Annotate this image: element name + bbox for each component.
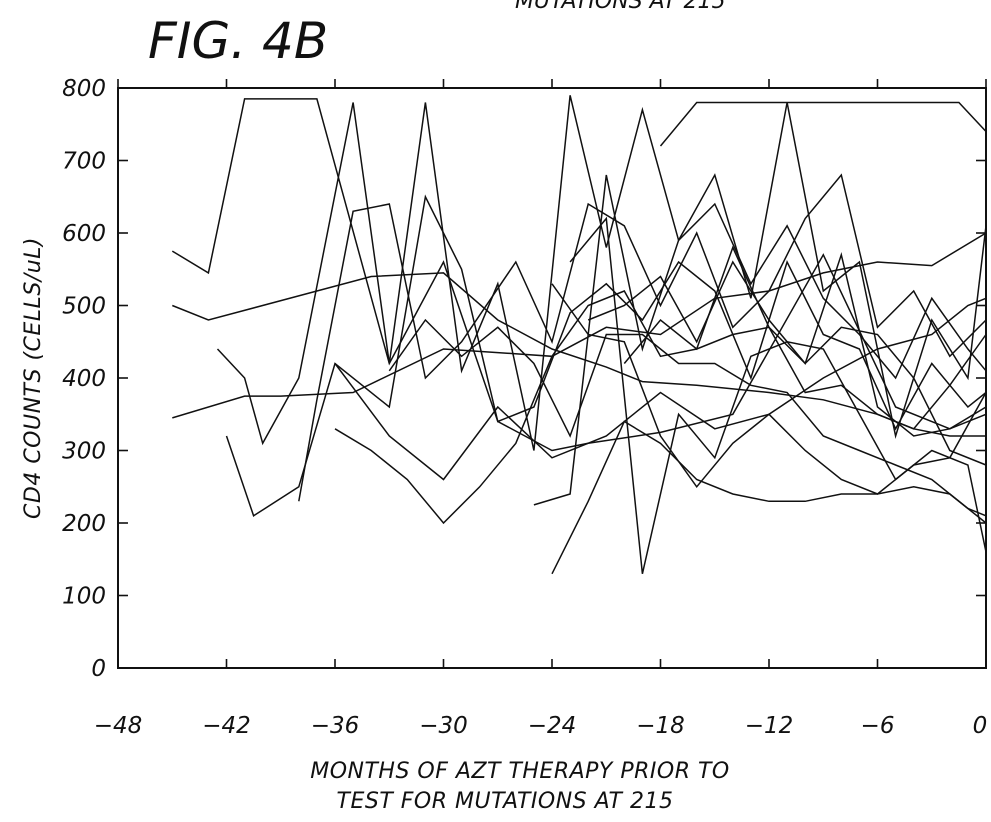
y-tick-label: 700 <box>62 149 106 175</box>
series-line-8 <box>334 290 987 525</box>
x-tick-label: 0 <box>973 713 988 739</box>
series-line-4 <box>216 95 987 451</box>
header-fragment: MUTATIONS AT 215 <box>515 0 725 14</box>
series-line-1 <box>171 98 987 452</box>
x-axis-label-line-1: MONTHS OF AZT THERAPY PRIOR TO <box>310 759 730 784</box>
x-tick-label: −48 <box>94 713 143 739</box>
series-line-7 <box>334 297 987 481</box>
y-axis-label: CD4 COUNTS (CELLS/uL) <box>21 237 46 519</box>
x-tick-label: −12 <box>745 713 794 739</box>
figure-title: FIG. 4B <box>148 12 328 70</box>
series-line-15 <box>623 245 987 430</box>
x-tick-label: −30 <box>419 713 468 739</box>
series-line-11 <box>533 174 987 506</box>
x-tick-label: −24 <box>528 713 577 739</box>
series-line-14 <box>587 252 987 437</box>
x-tick-label: −36 <box>311 713 360 739</box>
series-line-16 <box>659 101 987 147</box>
y-tick-label: 200 <box>62 511 106 537</box>
series-line-10 <box>551 420 987 575</box>
x-axis-ticks: −48 −42 −36 −30 −24 −18 −12 −6 0 <box>94 79 988 739</box>
series-line-6 <box>298 173 987 502</box>
y-tick-label: 600 <box>62 221 106 247</box>
y-tick-label: 800 <box>62 76 106 102</box>
y-tick-label: 500 <box>62 294 106 320</box>
plot-frame <box>117 87 987 669</box>
y-axis-ticks: 0 100 200 300 400 500 600 700 800 <box>62 76 986 682</box>
series-line-9 <box>388 318 987 517</box>
x-axis-label-line-2: TEST FOR MUTATIONS AT 215 <box>337 789 674 814</box>
y-tick-label: 300 <box>62 439 106 465</box>
x-tick-label: −18 <box>636 713 685 739</box>
y-tick-label: 0 <box>91 656 106 682</box>
x-tick-label: −6 <box>861 713 895 739</box>
series-line-3 <box>172 232 987 419</box>
series-line-5 <box>225 194 987 517</box>
x-tick-label: −42 <box>202 713 251 739</box>
y-tick-label: 100 <box>62 584 106 610</box>
series-line-13 <box>551 283 987 495</box>
y-tick-label: 400 <box>62 366 106 392</box>
series-lines <box>171 95 987 575</box>
